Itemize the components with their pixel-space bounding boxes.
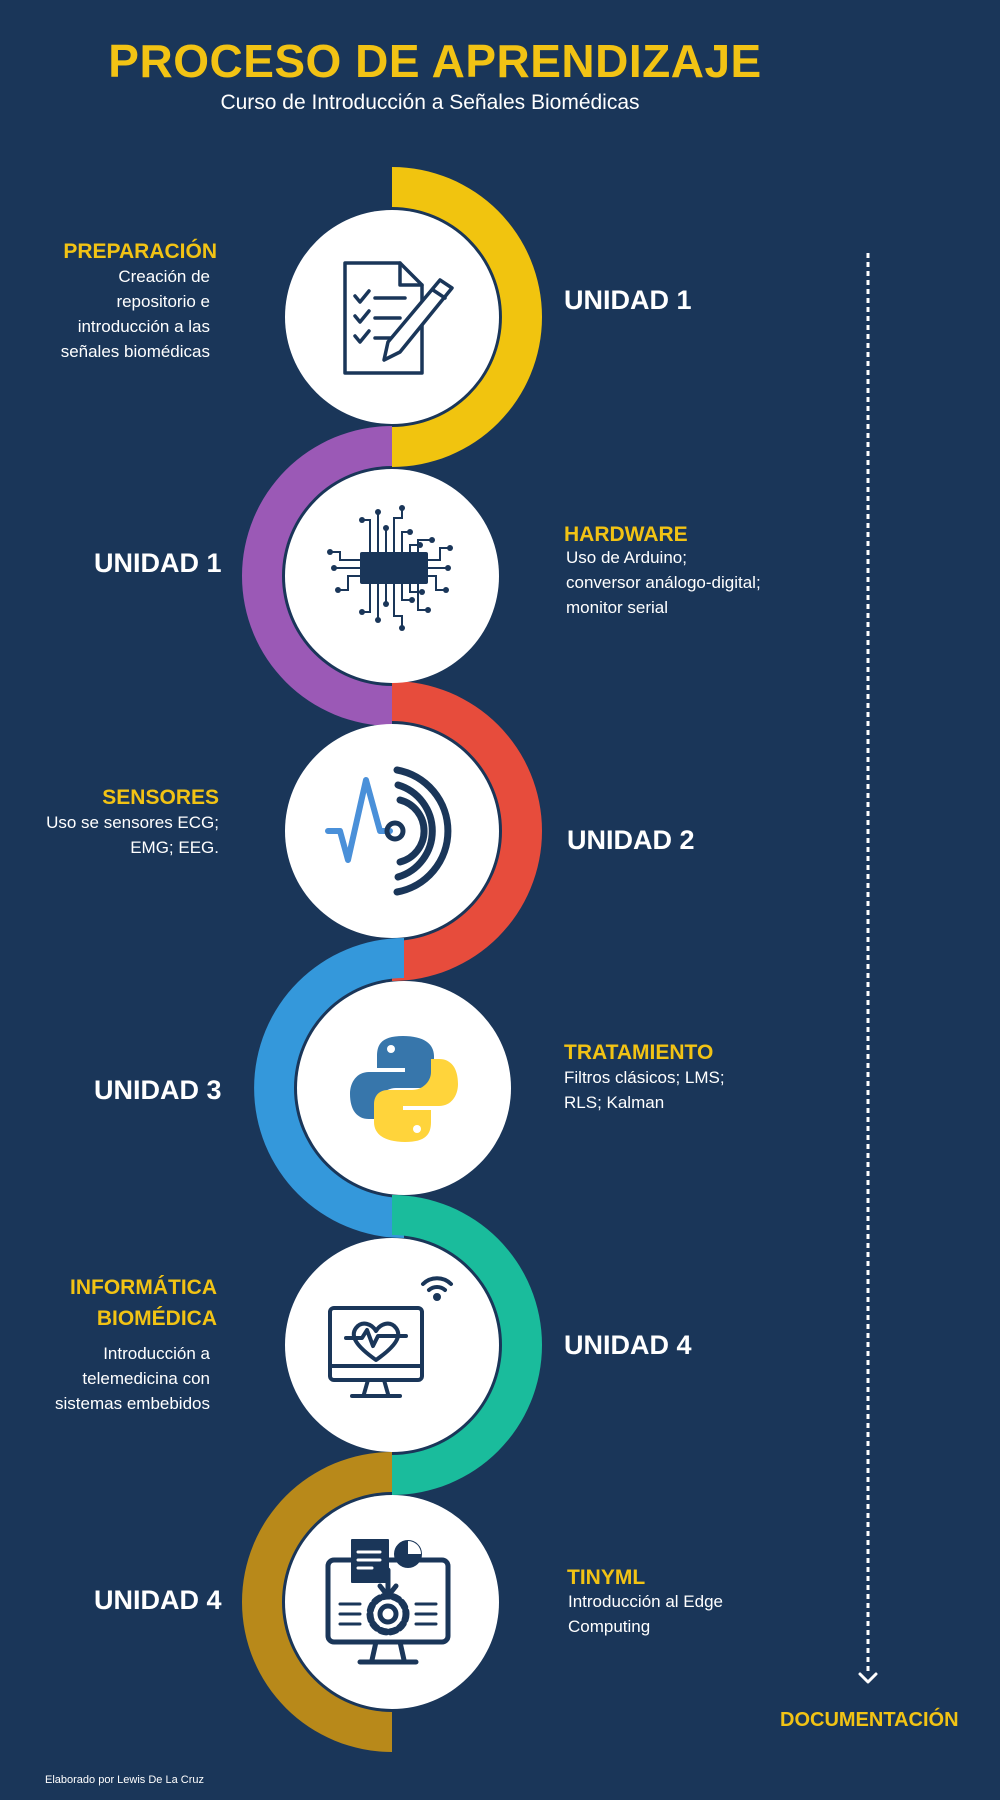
step-6-description: Introducción al Edge Computing (568, 1592, 723, 1636)
step-3-description: Uso se sensores ECG; EMG; EEG. (46, 813, 219, 857)
step-3-heading: SENSORES (102, 786, 219, 809)
python-logo-icon (350, 1036, 458, 1142)
step-1-unit: UNIDAD 1 (564, 285, 692, 315)
step-1-heading: PREPARACIÓN (63, 240, 217, 263)
arc-step-2 (242, 426, 392, 726)
step-2-unit: UNIDAD 1 (94, 548, 222, 578)
step-4-description: Filtros clásicos; LMS; RLS; Kalman (564, 1068, 725, 1112)
step-4-heading: TRATAMIENTO (564, 1041, 714, 1064)
arc-step-5 (392, 1195, 542, 1495)
step-3-unit: UNIDAD 2 (567, 825, 695, 855)
step-6-heading: TINYML (567, 1566, 646, 1589)
timeline-arrowhead-icon (858, 1672, 878, 1684)
page-subtitle: Curso de Introducción a Señales Biomédic… (220, 91, 640, 114)
microchip-icon (327, 505, 453, 631)
computer-gear-icon (325, 1539, 451, 1665)
circle-step-6 (285, 1495, 499, 1709)
credit-text: Elaborado por Lewis De La Cruz (45, 1774, 204, 1786)
signal-waves-icon (325, 766, 452, 896)
arc-step-6 (242, 1452, 392, 1752)
page-title: PROCESO DE APRENDIZAJE (108, 35, 762, 87)
step-1-description: Creación de repositorio e introducción a… (60, 267, 210, 361)
step-4-unit: UNIDAD 3 (94, 1075, 222, 1105)
monitor-heart-wifi-icon (328, 1276, 453, 1398)
checklist-pencil-icon (343, 261, 454, 375)
step-5-unit: UNIDAD 4 (564, 1330, 692, 1360)
arc-step-1 (392, 167, 542, 467)
timeline-label: DOCUMENTACIÓN (780, 1709, 959, 1731)
step-6-unit: UNIDAD 4 (94, 1585, 222, 1615)
step-2-heading: HARDWARE (564, 523, 688, 546)
arc-step-4 (254, 938, 404, 1238)
step-5-heading: INFORMÁTICA BIOMÉDICA (70, 1276, 217, 1330)
step-5-description: Introducción a telemedicina con sistemas… (55, 1344, 210, 1413)
step-2-description: Uso de Arduino; conversor análogo-digita… (566, 548, 761, 617)
arc-step-3 (392, 681, 542, 981)
